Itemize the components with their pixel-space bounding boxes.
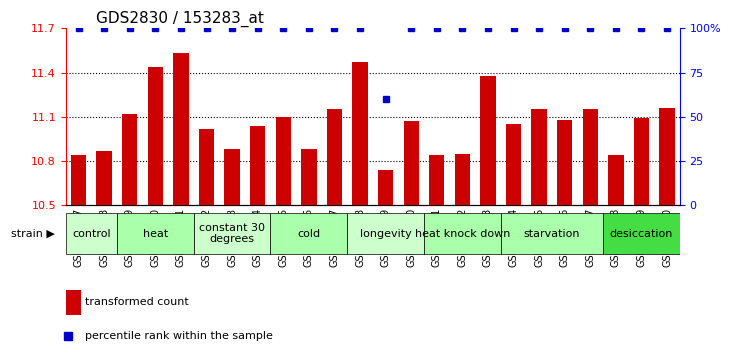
Text: GDS2830 / 153283_at: GDS2830 / 153283_at (96, 11, 265, 27)
Bar (301, 149, 317, 205)
Bar (276, 117, 291, 205)
Text: starvation: starvation (523, 229, 580, 239)
Bar (531, 109, 547, 205)
Text: percentile rank within the sample: percentile rank within the sample (86, 331, 273, 341)
Text: longevity: longevity (360, 229, 412, 239)
Bar (352, 62, 368, 205)
Bar (557, 120, 572, 205)
Bar (71, 155, 86, 205)
FancyBboxPatch shape (117, 213, 194, 254)
Bar (148, 67, 163, 205)
Bar (608, 155, 624, 205)
Bar (455, 154, 470, 205)
Bar (429, 155, 444, 205)
Text: heat knock down: heat knock down (414, 229, 510, 239)
Text: transformed count: transformed count (86, 297, 189, 307)
Bar (404, 121, 419, 205)
Bar (327, 109, 342, 205)
Text: strain ▶: strain ▶ (11, 229, 55, 239)
FancyBboxPatch shape (347, 213, 424, 254)
Bar (506, 124, 521, 205)
FancyBboxPatch shape (501, 213, 603, 254)
Bar (583, 109, 598, 205)
Bar (122, 114, 137, 205)
Text: heat: heat (143, 229, 168, 239)
FancyBboxPatch shape (603, 213, 680, 254)
Bar (378, 170, 393, 205)
Bar (659, 108, 675, 205)
Text: cold: cold (298, 229, 320, 239)
Bar (250, 126, 265, 205)
Bar (173, 53, 189, 205)
Text: desiccation: desiccation (610, 229, 673, 239)
Text: constant 30
degrees: constant 30 degrees (199, 223, 265, 245)
Bar (66, 290, 81, 315)
Text: control: control (72, 229, 110, 239)
FancyBboxPatch shape (424, 213, 501, 254)
Bar (96, 151, 112, 205)
FancyBboxPatch shape (66, 213, 117, 254)
Bar (634, 118, 649, 205)
Bar (199, 129, 214, 205)
FancyBboxPatch shape (194, 213, 270, 254)
Bar (224, 149, 240, 205)
FancyBboxPatch shape (270, 213, 347, 254)
Bar (480, 75, 496, 205)
